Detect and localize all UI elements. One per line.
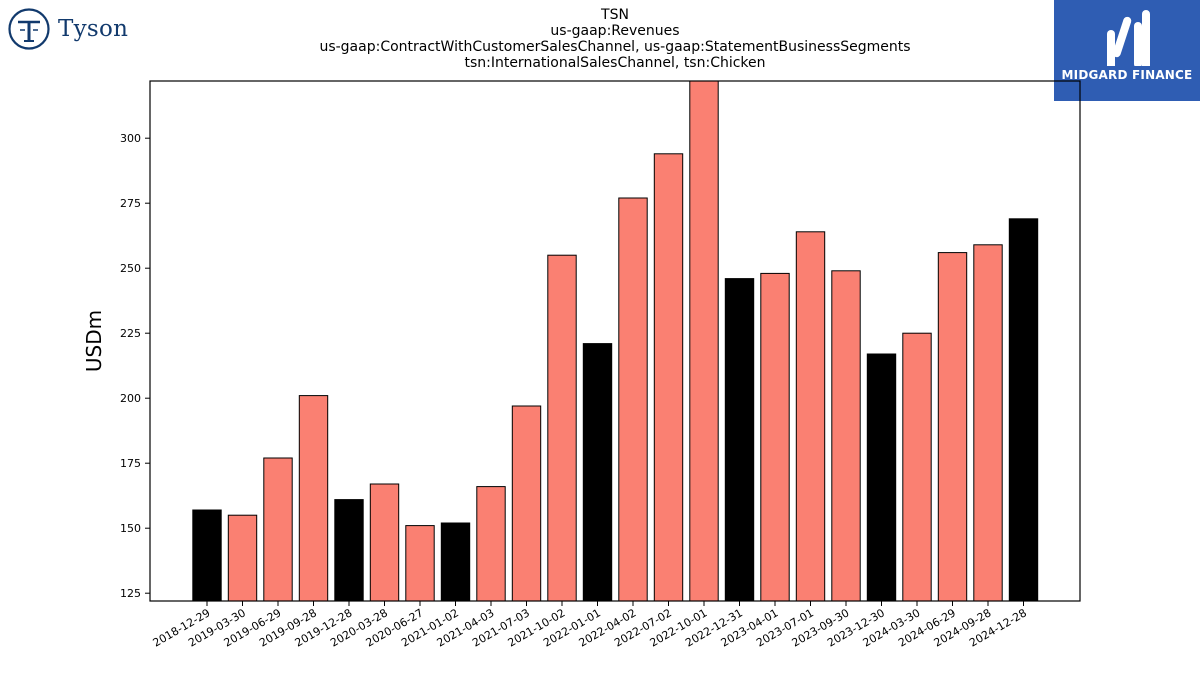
- tyson-logo-text: Tyson: [58, 16, 129, 42]
- plot-frame: [149, 80, 1081, 602]
- tyson-t-icon: [8, 8, 50, 50]
- bar-2019-06-29: [263, 457, 293, 602]
- x-axis: 2018-12-292019-03-302019-06-292019-09-28…: [151, 601, 1029, 650]
- y-tick-label: 125: [120, 587, 141, 600]
- bar-2022-04-02: [618, 197, 648, 602]
- bar-2022-07-02: [653, 153, 684, 602]
- bar-2021-01-02: [440, 522, 471, 602]
- chart-subtitle-2: us-gaap:ContractWithCustomerSalesChannel…: [319, 39, 911, 55]
- bar-2024-09-28: [973, 244, 1003, 602]
- bar-2021-07-03: [511, 405, 542, 602]
- y-tick-label: 175: [120, 457, 141, 470]
- midgard-logo: MIDGARD FINANCE: [1054, 0, 1200, 101]
- chart-subtitle-3: tsn:InternationalSalesChannel, tsn:Chick…: [464, 55, 766, 71]
- chart-title: TSN: [601, 7, 629, 23]
- y-tick-label: 150: [120, 522, 141, 535]
- midgard-m-icon: [1107, 10, 1150, 70]
- y-tick-label: 200: [120, 392, 141, 405]
- chart-title-block: TSN us-gaap:Revenues us-gaap:ContractWit…: [150, 7, 1080, 71]
- bar-2022-10-01: [689, 80, 719, 602]
- y-axis: 125 150 175 200 225 250 275 300: [120, 132, 150, 600]
- bar-2019-09-28: [298, 395, 329, 602]
- y-tick-label: 275: [120, 197, 141, 210]
- bar-2022-01-01: [582, 343, 613, 602]
- y-axis-label: USDm: [82, 310, 106, 372]
- bar-2020-03-28: [369, 483, 400, 602]
- bar-2018-12-29: [192, 509, 222, 602]
- tyson-logo: [8, 8, 148, 52]
- bar-2020-06-27: [405, 525, 435, 602]
- bar-2019-03-30: [227, 514, 258, 602]
- y-tick-label: 300: [120, 132, 141, 145]
- bar-2021-04-03: [476, 486, 506, 602]
- bar-2022-12-31: [724, 278, 755, 602]
- bar-2023-12-30: [866, 353, 897, 602]
- bar-2024-03-30: [902, 332, 932, 602]
- chart-subtitle-1: us-gaap:Revenues: [550, 23, 680, 39]
- bar-2024-06-29: [937, 252, 968, 602]
- bars-group: [192, 80, 1039, 602]
- y-tick-label: 225: [120, 327, 141, 340]
- bar-2023-09-30: [831, 270, 861, 602]
- bar-2019-12-28: [334, 499, 364, 602]
- bar-2023-07-01: [795, 231, 826, 602]
- midgard-logo-text: MIDGARD FINANCE: [1061, 68, 1193, 82]
- bar-2021-10-02: [547, 254, 577, 602]
- y-tick-label: 250: [120, 262, 141, 275]
- bar-2024-12-28: [1008, 218, 1039, 602]
- bar-2023-04-01: [760, 272, 790, 602]
